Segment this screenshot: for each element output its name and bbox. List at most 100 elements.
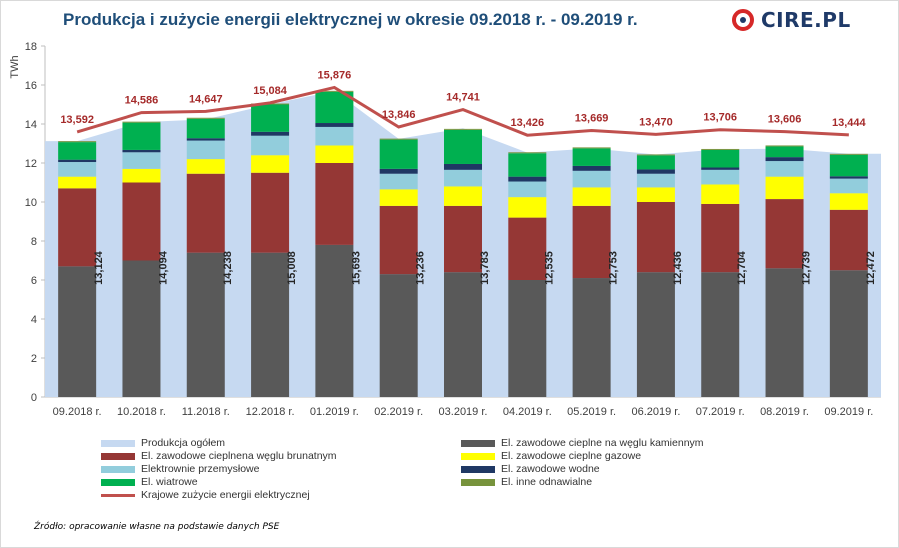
bar-segment-6 bbox=[444, 129, 482, 164]
bar-segment-1 bbox=[122, 260, 161, 397]
production-data-label: 12,436 bbox=[672, 251, 684, 285]
bar-segment-5 bbox=[122, 149, 161, 153]
bar-segment-5 bbox=[572, 165, 611, 171]
bar-segment-4 bbox=[379, 173, 418, 190]
consumption-data-label: 13,470 bbox=[639, 116, 673, 128]
bar-segment-3 bbox=[122, 168, 161, 183]
bar-segment-7 bbox=[186, 117, 225, 119]
bar-segment-1 bbox=[508, 280, 547, 397]
bar-segment-1 bbox=[186, 252, 225, 397]
bar-segment-1 bbox=[829, 270, 868, 397]
chart-plot: 0 2 4 6 8 10 12 14 16 18 TWh 09.2018 r. 10.2018 r. 11… bbox=[9, 41, 881, 418]
bar-segment-3 bbox=[572, 187, 611, 206]
bar-segment-5 bbox=[58, 159, 97, 163]
y-tick-label: 10 bbox=[25, 197, 37, 209]
bar-segment-2 bbox=[186, 173, 225, 253]
consumption-data-label: 14,741 bbox=[446, 92, 480, 104]
bar-segment-6 bbox=[508, 153, 547, 177]
y-tick-label: 16 bbox=[25, 80, 37, 92]
legend-swatch bbox=[101, 439, 135, 447]
legend-swatch bbox=[461, 452, 495, 460]
bar-segment-5 bbox=[315, 123, 354, 127]
legend-label: El. zawodowe wodne bbox=[501, 463, 600, 475]
bar-segment-4 bbox=[186, 140, 225, 160]
legend-label: El. zawodowe cieplnena węglu brunatnym bbox=[141, 450, 337, 462]
x-tick-label: 12.2018 r. bbox=[246, 406, 295, 418]
legend-item: El. inne odnawialne bbox=[461, 476, 592, 488]
production-data-label: 15,008 bbox=[286, 251, 298, 285]
bar-segment-5 bbox=[701, 167, 740, 170]
legend-label: El. zawodowe cieplne na węglu kamiennym bbox=[501, 437, 704, 449]
bar-segment-4 bbox=[701, 169, 740, 185]
legend-item: El. zawodowe cieplnena węglu brunatnym bbox=[101, 450, 337, 462]
cire-logo: CIRE.PL bbox=[732, 7, 851, 33]
legend-item: El. zawodowe cieplne gazowe bbox=[461, 450, 641, 462]
y-tick-label: 12 bbox=[25, 158, 37, 170]
bar-segment-1 bbox=[251, 252, 290, 397]
bar-segment-3 bbox=[315, 145, 354, 163]
y-tick-label: 8 bbox=[31, 236, 37, 248]
bar-segment-2 bbox=[765, 199, 804, 269]
consumption-data-label: 15,876 bbox=[318, 69, 352, 81]
bar-segment-7 bbox=[379, 138, 418, 140]
production-data-label: 12,704 bbox=[736, 250, 748, 285]
x-tick-label: 08.2019 r. bbox=[760, 406, 809, 418]
bar-segment-4 bbox=[829, 178, 868, 194]
consumption-data-label: 13,606 bbox=[768, 114, 802, 126]
legend-swatch bbox=[101, 465, 135, 473]
bar-segment-3 bbox=[508, 197, 547, 218]
y-axis-title: TWh bbox=[9, 55, 21, 78]
bar-segment-6 bbox=[251, 104, 290, 132]
chart-title: Produkcja i zużycie energii elektrycznej… bbox=[63, 10, 638, 29]
y-tick-label: 2 bbox=[31, 353, 37, 365]
legend-swatch bbox=[101, 493, 135, 497]
bar-segment-6 bbox=[765, 146, 804, 158]
bar-segment-5 bbox=[379, 168, 418, 174]
legend-swatch bbox=[461, 465, 495, 473]
bar-segment-1 bbox=[765, 268, 804, 397]
bar-segment-7 bbox=[508, 152, 547, 154]
x-tick-label: 09.2019 r. bbox=[824, 406, 873, 418]
bar-segment-6 bbox=[636, 155, 675, 170]
legend-label: El. zawodowe cieplne gazowe bbox=[501, 450, 642, 462]
y-tick-label: 18 bbox=[25, 41, 37, 53]
production-data-label: 12,753 bbox=[608, 251, 620, 285]
consumption-data-label: 13,426 bbox=[510, 117, 544, 129]
legend-label: Krajowe zużycie energii elektrycznej bbox=[141, 489, 310, 501]
legend-label: Produkcja ogółem bbox=[141, 437, 226, 449]
bar-segment-3 bbox=[765, 176, 804, 200]
consumption-line bbox=[76, 85, 849, 137]
bar-segment-3 bbox=[379, 189, 418, 206]
x-tick-label: 07.2019 r. bbox=[696, 406, 745, 418]
bar-segment-3 bbox=[186, 159, 225, 174]
bar-segment-7 bbox=[444, 128, 482, 130]
production-data-label: 14,094 bbox=[157, 250, 169, 285]
production-data-label: 14,238 bbox=[222, 251, 234, 285]
legend-swatch bbox=[101, 478, 135, 486]
legend-item: El. zawodowe cieplne na węglu kamiennym bbox=[461, 437, 704, 449]
legend-swatch bbox=[461, 478, 495, 486]
x-tick-label: 09.2018 r. bbox=[53, 406, 102, 418]
bar-segment-7 bbox=[701, 148, 740, 150]
consumption-data-label: 13,706 bbox=[703, 112, 737, 124]
bar-segment-2 bbox=[572, 205, 611, 279]
bar-segment-2 bbox=[122, 182, 161, 261]
bar-segment-5 bbox=[444, 163, 482, 170]
bar-segment-6 bbox=[186, 118, 225, 139]
bar-segment-4 bbox=[636, 173, 675, 188]
bar-segment-5 bbox=[508, 176, 547, 182]
bar-segment-5 bbox=[765, 157, 804, 162]
bar-segment-6 bbox=[829, 154, 868, 177]
bar-segment-3 bbox=[636, 187, 675, 202]
bar-segment-5 bbox=[186, 138, 225, 141]
bar-segment-4 bbox=[572, 170, 611, 188]
legend-item: El. wiatrowe bbox=[101, 476, 198, 488]
bar-segment-2 bbox=[315, 163, 354, 245]
legend-label: El. inne odnawialne bbox=[501, 476, 593, 488]
bar-segment-2 bbox=[251, 172, 290, 253]
bar-segment-3 bbox=[58, 176, 97, 189]
bar-segment-2 bbox=[508, 217, 547, 280]
bar-segment-1 bbox=[701, 272, 740, 397]
bar-segment-7 bbox=[315, 90, 354, 92]
